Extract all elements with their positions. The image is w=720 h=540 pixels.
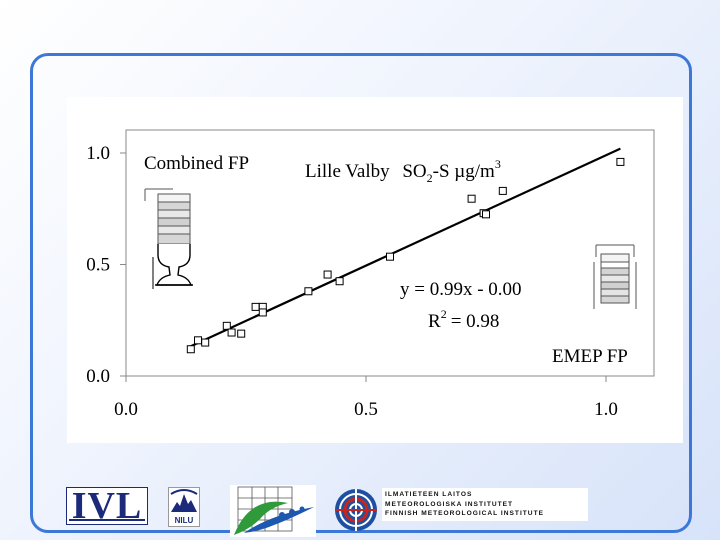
combined-fp-label: Combined FP (144, 153, 249, 174)
emep-fp-label: EMEP FP (552, 346, 628, 367)
data-point (467, 194, 476, 203)
chart-title-subscript: 2 (427, 171, 433, 185)
x-tick-label: 0.0 (114, 399, 138, 420)
partner-logos: IVL NILU ILMAT (60, 483, 600, 538)
data-point (194, 336, 202, 345)
y-tick-label: 0.5 (86, 255, 110, 276)
nilu-emblem-icon (170, 489, 198, 515)
chart-title-species: SO (402, 161, 426, 182)
scatter-chart: 0.0 0.5 1.0 0.0 0.5 1.0 (86, 129, 655, 420)
regression-equation: y = 0.99x - 0.00 (400, 279, 522, 300)
data-point (186, 345, 195, 354)
data-point (237, 329, 246, 338)
x-tick-label: 0.5 (354, 399, 378, 420)
data-point (323, 270, 332, 279)
fmi-line-sv: METEOROLOGISKA INSTITUTET (385, 500, 514, 508)
plot-panel: 0.0 0.5 1.0 0.0 0.5 1.0 (67, 97, 683, 443)
r-squared-superscript: 2 (441, 307, 447, 321)
y-tick-label: 0.0 (86, 366, 110, 387)
ivl-logo-text: IVL (71, 485, 143, 527)
r-squared-symbol: R (428, 311, 441, 332)
nilu-logo: NILU (168, 487, 200, 527)
data-point (616, 157, 625, 166)
y-tick-label: 1.0 (86, 143, 110, 164)
data-point (227, 328, 236, 337)
nilu-logo-text: NILU (174, 516, 194, 525)
data-point (222, 321, 231, 330)
data-point (201, 338, 210, 347)
chart-title-station: Lille Valby (305, 161, 390, 182)
fmi-line-en: FINNISH METEOROLOGICAL INSTITUTE (385, 510, 544, 517)
data-point (498, 186, 507, 195)
r-squared: R2 = 0.98 (428, 307, 499, 332)
r-squared-value: = 0.98 (451, 311, 500, 332)
data-point (386, 252, 394, 261)
chart-title-units: -S µg/m (433, 161, 495, 182)
slide-frame (30, 53, 692, 533)
data-point (251, 302, 260, 311)
chart-title-superscript: 3 (495, 157, 501, 171)
fmi-line-fi: ILMATIETEEN LAITOS (385, 491, 473, 498)
data-point (335, 277, 344, 286)
x-tick-label: 1.0 (594, 399, 618, 420)
ivl-logo: IVL (66, 487, 148, 525)
combined-filter-pack-illustration (144, 188, 193, 289)
fmi-logo-text: ILMATIETEEN LAITOS METEOROLOGISKA INSTIT… (382, 488, 588, 521)
emep-filter-pack-illustration (593, 244, 637, 309)
data-point (304, 287, 313, 296)
data-point (258, 308, 267, 317)
chart-title: Lille Valby SO2-S µg/m3 (305, 157, 501, 185)
leaf-logo-icon (230, 485, 316, 537)
data-point (482, 210, 490, 219)
fmi-emblem-icon (335, 489, 377, 531)
